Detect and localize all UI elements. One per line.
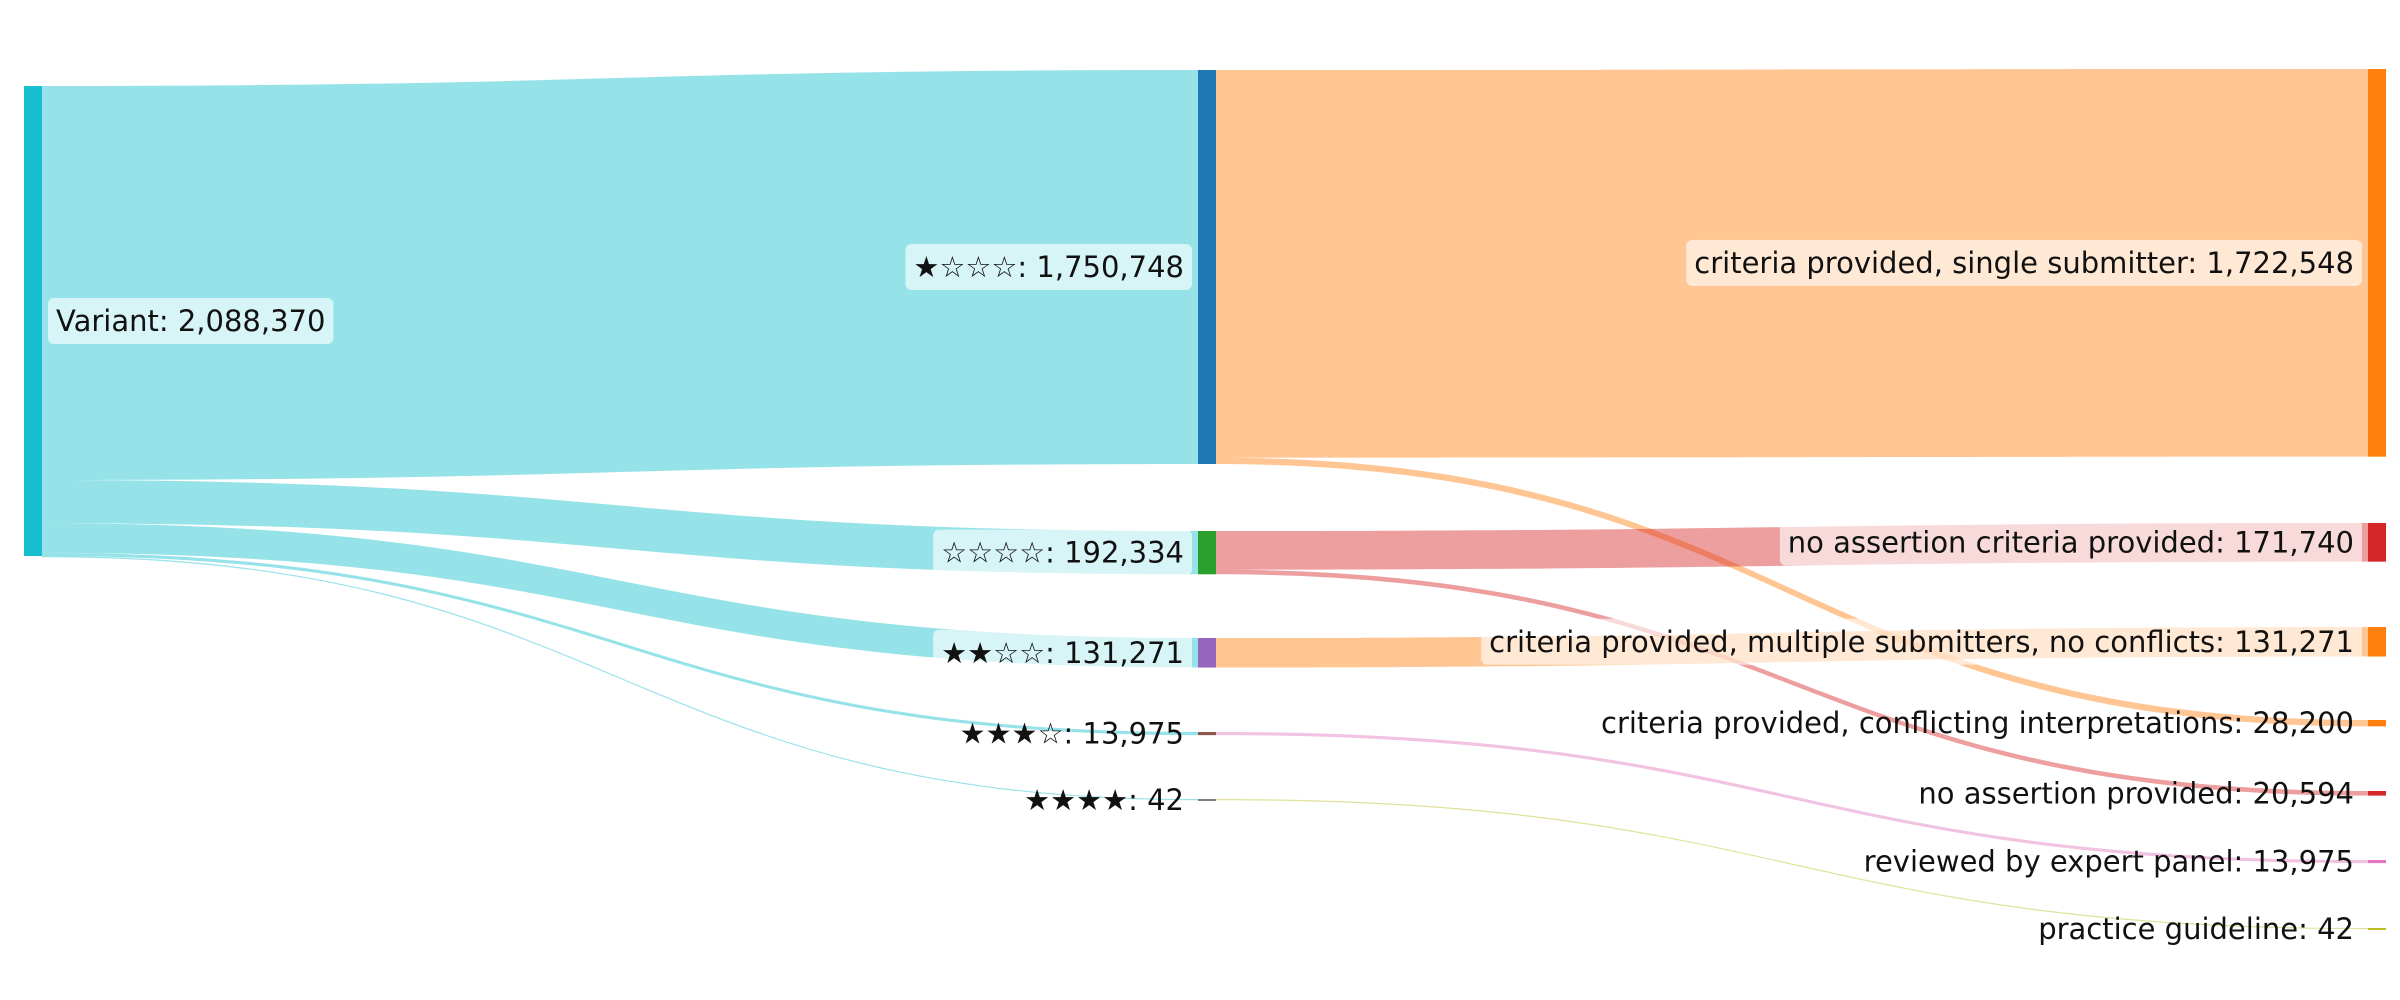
node-s3 <box>1198 732 1216 736</box>
label-text-cpm: criteria provided, multiple submitters, … <box>1489 625 2354 659</box>
label-pg: practice guideline: 42 <box>2038 912 2354 946</box>
label-nap: no assertion provided: 20,594 <box>1918 776 2354 810</box>
link-variant-to-s3 <box>42 552 1198 736</box>
label-text-rep: reviewed by expert panel: 13,975 <box>1864 845 2354 879</box>
label-rep: reviewed by expert panel: 13,975 <box>1864 845 2354 879</box>
label-text-s0: ☆☆☆☆: 192,334 <box>941 536 1184 570</box>
label-s0: ☆☆☆☆: 192,334 <box>933 529 1192 576</box>
node-pg <box>2368 928 2386 930</box>
node-rep <box>2368 860 2386 864</box>
sankey-nodes <box>24 69 2386 930</box>
node-cpm <box>2368 627 2386 657</box>
label-text-nacp: no assertion criteria provided: 171,740 <box>1788 525 2354 559</box>
link-s0-to-nap <box>1216 569 2368 796</box>
label-variant: Variant: 2,088,370 <box>48 298 334 344</box>
label-cpm: criteria provided, multiple submitters, … <box>1481 618 2362 665</box>
node-s0 <box>1198 531 1216 575</box>
node-cps <box>2368 69 2386 457</box>
link-variant-to-s4 <box>42 555 1198 801</box>
label-text-cps: criteria provided, single submitter: 1,7… <box>1694 246 2354 280</box>
link-variant-to-s1 <box>42 70 1198 481</box>
label-cpc: criteria provided, conflicting interpret… <box>1601 706 2354 740</box>
link-s3-to-rep <box>1216 732 2368 864</box>
label-text-s1: ★☆☆☆: 1,750,748 <box>913 250 1184 284</box>
label-text-variant: Variant: 2,088,370 <box>56 304 325 338</box>
label-text-s2: ★★☆☆: 131,271 <box>941 636 1184 670</box>
label-text-cpc: criteria provided, conflicting interpret… <box>1601 706 2354 740</box>
label-text-s4: ★★★★: 42 <box>1024 783 1184 817</box>
label-text-s3: ★★★☆: 13,975 <box>960 717 1184 751</box>
label-s2: ★★☆☆: 131,271 <box>933 629 1192 676</box>
label-text-pg: practice guideline: 42 <box>2038 912 2354 946</box>
link-s4-to-pg <box>1216 799 2368 930</box>
sankey-labels: Variant: 2,088,370 ★☆☆☆: 1,750,748 ☆☆☆☆: 1… <box>48 239 2362 946</box>
label-s4: ★★★★: 42 <box>1024 783 1184 817</box>
link-variant-to-s0 <box>42 480 1198 575</box>
label-nacp: no assertion criteria provided: 171,740 <box>1779 519 2362 566</box>
link-s1-to-cpc <box>1216 457 2368 727</box>
node-cpc <box>2368 720 2386 727</box>
label-cps: criteria provided, single submitter: 1,7… <box>1686 239 2362 286</box>
node-nap <box>2368 791 2386 796</box>
node-nacp <box>2368 523 2386 562</box>
label-s3: ★★★☆: 13,975 <box>960 717 1184 751</box>
label-s1: ★☆☆☆: 1,750,748 <box>905 244 1192 291</box>
node-variant <box>24 86 42 556</box>
label-text-nap: no assertion provided: 20,594 <box>1918 776 2354 810</box>
node-s1 <box>1198 70 1216 465</box>
link-variant-to-s2 <box>42 523 1198 668</box>
node-s4 <box>1198 799 1216 801</box>
node-s2 <box>1198 638 1216 668</box>
